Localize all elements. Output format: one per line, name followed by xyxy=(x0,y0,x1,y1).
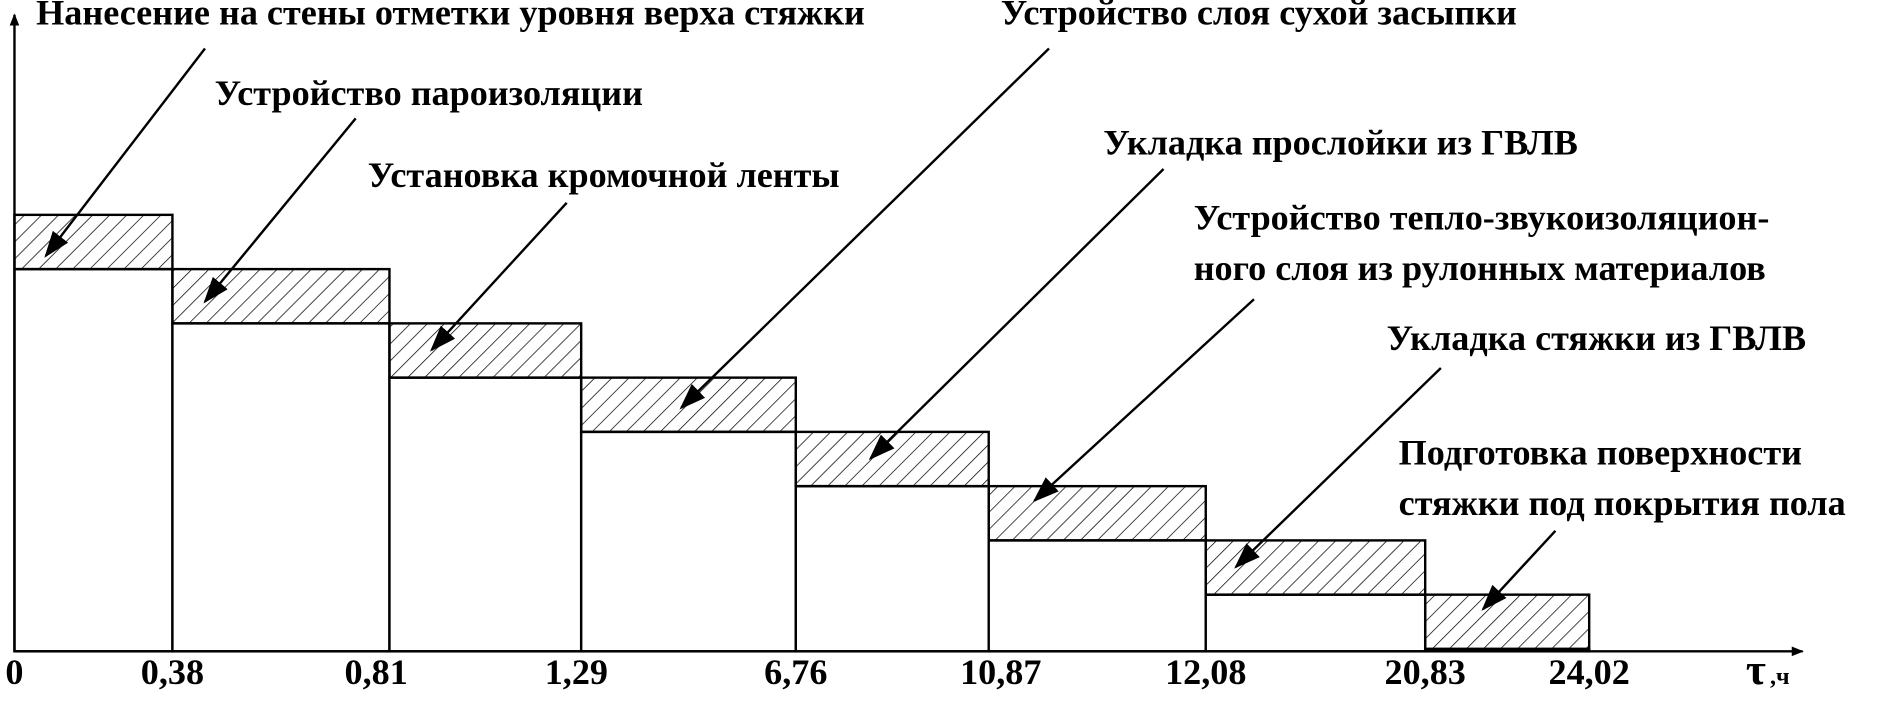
task-label: Устройство пароизоляции xyxy=(215,73,643,113)
task-label: Укладка стяжки из ГВЛВ xyxy=(1387,318,1806,358)
task-label: Устройство тепло-звукоизоляцион- xyxy=(1194,197,1770,237)
x-tick-label: 20,83 xyxy=(1385,652,1466,692)
axis-label: τ xyxy=(1746,646,1766,694)
x-tick-label: 24,02 xyxy=(1548,652,1629,692)
task-label: Устройство слоя сухой засыпки xyxy=(1001,0,1517,32)
work-block xyxy=(794,484,990,653)
task-bar xyxy=(794,430,990,488)
leader-arrow xyxy=(1234,367,1442,569)
work-block xyxy=(987,539,1207,653)
task-label: ного слоя из рулонных материалов xyxy=(1194,248,1766,288)
task-label: Укладка прослойки из ГВЛВ xyxy=(1103,123,1578,163)
leader-arrow xyxy=(868,168,1165,461)
leader-arrow xyxy=(1032,298,1255,503)
x-tick-label: 6,76 xyxy=(764,652,827,692)
work-block xyxy=(1204,593,1427,653)
task-label: стяжки под покрытия пола xyxy=(1399,483,1846,523)
work-block xyxy=(579,430,798,653)
task-label: Установка кромочной ленты xyxy=(368,155,840,195)
work-block xyxy=(388,376,583,653)
leader-arrow xyxy=(1481,529,1557,611)
task-bar xyxy=(1204,539,1427,596)
task-bar xyxy=(579,376,798,434)
task-bar xyxy=(388,322,583,379)
x-tick-label: 0,38 xyxy=(141,652,204,692)
work-block xyxy=(13,267,174,653)
task-bar xyxy=(987,484,1207,542)
x-tick-label: 10,87 xyxy=(960,652,1041,692)
task-bar xyxy=(13,213,174,271)
task-label: Подготовка поверхности xyxy=(1399,432,1802,472)
axis-unit: ,ч xyxy=(1770,664,1790,690)
x-tick-label: 12,08 xyxy=(1165,652,1246,692)
task-bar xyxy=(171,267,391,325)
x-tick-label: 0 xyxy=(5,652,23,692)
x-tick-label: 1,29 xyxy=(545,652,608,692)
x-tick-label: 0,81 xyxy=(345,652,408,692)
leader-arrow xyxy=(203,117,357,304)
leader-arrow xyxy=(679,47,1050,410)
steps xyxy=(13,213,1591,653)
task-label: Нанесение на стены отметки уровня верха … xyxy=(36,0,865,32)
leader-arrow xyxy=(430,201,568,352)
leader-arrow xyxy=(44,47,206,258)
work-block xyxy=(171,322,391,653)
task-bar xyxy=(1423,593,1591,651)
